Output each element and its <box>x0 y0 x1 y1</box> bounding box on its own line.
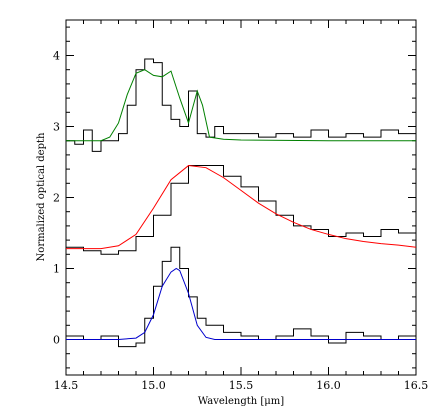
plot-frame <box>65 19 417 376</box>
y-tick-label: 1 <box>53 263 60 276</box>
x-tick-label: 15.0 <box>141 379 166 392</box>
observed-spectrum-2 <box>66 165 417 255</box>
model-curve-3 <box>66 165 417 250</box>
observed-spectrum-0 <box>66 58 417 152</box>
y-tick-label: 2 <box>53 192 60 205</box>
x-tick-label: 15.5 <box>229 379 254 392</box>
x-tick-label: 16.5 <box>404 379 429 392</box>
y-tick-labels: 0 1 2 3 4 <box>53 50 60 347</box>
model-curve-5 <box>66 267 416 340</box>
series-group <box>66 58 417 348</box>
y-tick-label: 4 <box>53 50 60 63</box>
y-axis-label: Normalized optical depth <box>36 132 47 261</box>
y-tick-label: 3 <box>53 121 60 134</box>
x-tick-label: 16.0 <box>316 379 341 392</box>
model-curve-1 <box>66 69 416 142</box>
observed-spectrum-4 <box>66 246 417 348</box>
x-tick-label: 14.5 <box>54 379 79 392</box>
axis-ticks <box>65 20 417 375</box>
x-tick-labels: 14.5 15.0 15.5 16.0 16.5 <box>54 379 429 392</box>
x-axis-label: Wavelength [μm] <box>198 396 284 407</box>
y-tick-label: 0 <box>53 334 60 347</box>
